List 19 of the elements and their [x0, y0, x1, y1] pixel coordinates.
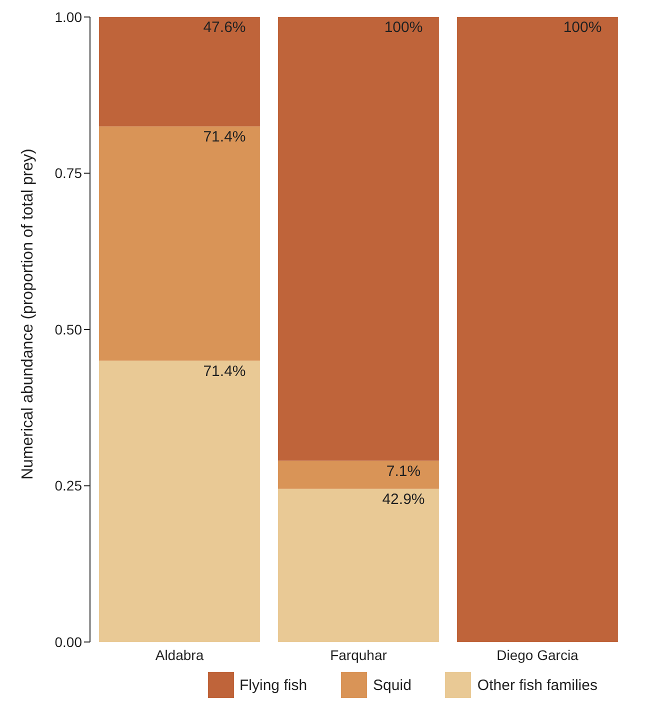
- annotation: 100%: [563, 19, 602, 36]
- y-axis-title: Numerical abundance (proportion of total prey): [20, 148, 37, 480]
- annotation: 7.1%: [386, 462, 421, 480]
- y-tick-label: 0.50: [54, 321, 82, 338]
- annotation: 100%: [384, 19, 423, 36]
- y-tick-label: 1.00: [54, 8, 82, 25]
- y-tick-label: 0.75: [54, 165, 82, 182]
- legend-label: Other fish families: [477, 676, 598, 694]
- y-tick-label: 0.00: [54, 634, 82, 650]
- legend-label: Squid: [373, 676, 412, 694]
- x-tick-label: Diego Garcia: [496, 646, 579, 663]
- y-tick-label: 0.25: [54, 478, 82, 494]
- legend-label: Flying fish: [240, 676, 308, 694]
- annotation: 71.4%: [203, 128, 246, 146]
- annotation: 71.4%: [203, 362, 246, 380]
- annotation: 42.9%: [382, 490, 425, 508]
- annotation: 47.6%: [203, 19, 246, 36]
- x-tick-label: Aldabra: [155, 646, 204, 663]
- x-tick-label: Farquhar: [330, 646, 388, 663]
